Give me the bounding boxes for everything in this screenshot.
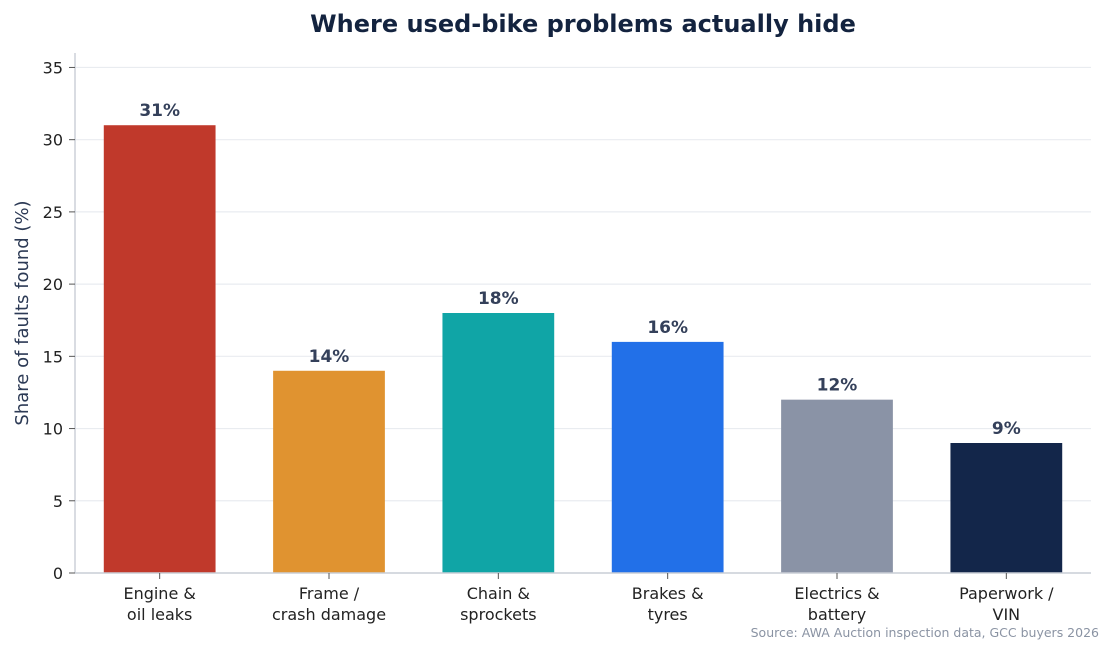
data-label: 16% (647, 318, 688, 338)
y-axis-label: Share of faults found (%) (12, 200, 33, 425)
data-label: 14% (309, 347, 350, 367)
y-tick-label: 0 (53, 564, 63, 583)
y-tick-label: 30 (43, 131, 63, 150)
x-tick-label: battery (808, 605, 866, 624)
x-axis-ticks: Engine & oil leaks Frame / crash damage Chai… (123, 573, 1054, 624)
y-tick-label: 10 (43, 420, 63, 439)
data-label: 31% (139, 101, 180, 121)
x-tick-label: Brakes & (632, 584, 704, 603)
bar (103, 125, 216, 573)
y-tick-label: 25 (43, 203, 63, 222)
data-label: 9% (992, 419, 1021, 439)
data-label: 18% (478, 289, 519, 309)
y-tick-label: 35 (43, 58, 63, 77)
x-tick-label: Paperwork / (959, 584, 1054, 603)
x-tick-label: crash damage (272, 605, 386, 624)
bar (950, 443, 1063, 573)
x-tick-label: sprockets (460, 605, 536, 624)
y-tick-label: 15 (43, 347, 63, 366)
x-tick-label: oil leaks (127, 605, 192, 624)
data-labels: 31% 14% 18% 16% 12% 9% (139, 101, 1020, 439)
y-axis-ticks: 0 5 10 15 20 25 30 35 (43, 58, 75, 583)
y-tick-label: 20 (43, 275, 63, 294)
bar (781, 399, 893, 573)
y-tick-label: 5 (53, 492, 63, 511)
x-tick-label: VIN (993, 605, 1021, 624)
source-note: Source: AWA Auction inspection data, GCC… (751, 625, 1099, 640)
bar (611, 341, 724, 573)
chart-title: Where used-bike problems actually hide (310, 10, 856, 38)
bars (103, 125, 1063, 573)
data-label: 12% (817, 376, 858, 396)
x-tick-label: tyres (648, 605, 688, 624)
axes (74, 53, 1091, 574)
x-tick-label: Chain & (467, 584, 530, 603)
bar (273, 370, 385, 573)
gridlines (75, 66, 1091, 502)
x-tick-label: Engine & (123, 584, 195, 603)
x-tick-label: Electrics & (794, 584, 879, 603)
bar (442, 313, 555, 573)
x-tick-label: Frame / (299, 584, 360, 603)
